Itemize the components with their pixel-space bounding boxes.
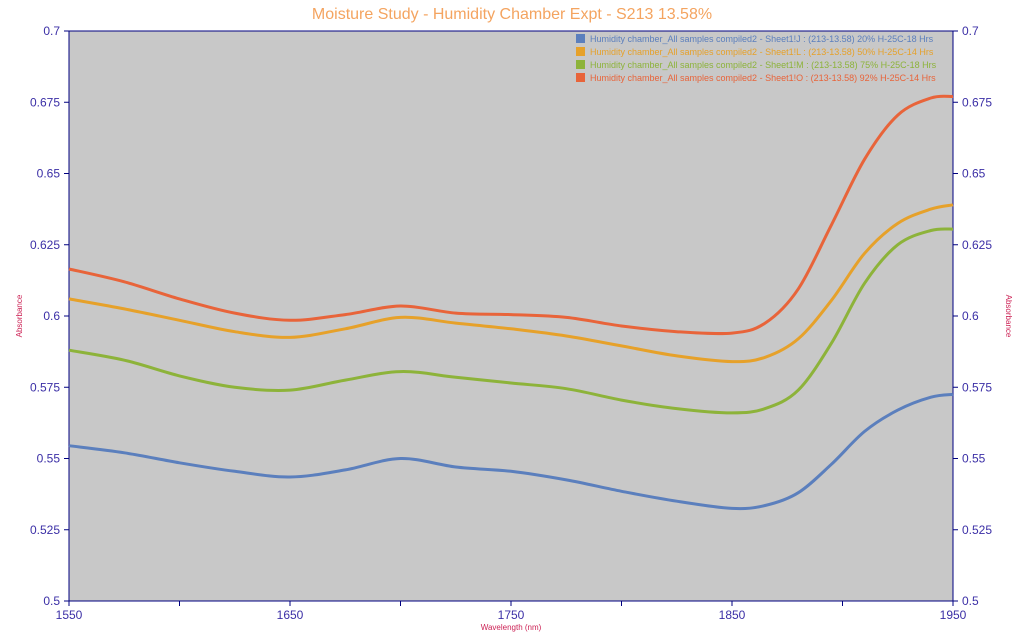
y-tick-label-left: 0.7	[43, 24, 60, 38]
axes-layer: 0.5 0.5 0.525 0.525 0.55 0.55 0.575 0.575 0.6 0.6…	[30, 24, 992, 622]
legend-label-3: Humidity chamber_All samples compiled2 -…	[590, 60, 937, 70]
y-tick-label-left: 0.65	[37, 167, 61, 181]
legend: Humidity chamber_All samples compiled2 -…	[576, 34, 937, 83]
y-axis-label-right: Absorbance	[1004, 295, 1013, 338]
series-line-2	[68, 203, 954, 364]
y-tick-label-left: 0.5	[43, 594, 60, 608]
y-tick-label-right: 0.5	[962, 594, 979, 608]
legend-swatch-4	[576, 73, 585, 82]
y-tick-label-right: 0.55	[962, 452, 986, 466]
y-axis-label-left: Absorbance	[15, 294, 24, 337]
x-tick-label: 1650	[277, 608, 304, 622]
legend-label-1: Humidity chamber_All samples compiled2 -…	[590, 34, 934, 44]
x-tick-label: 1850	[719, 608, 746, 622]
legend-label-4: Humidity chamber_All samples compiled2 -…	[590, 73, 936, 83]
legend-swatch-1	[576, 34, 585, 43]
y-tick-label-right: 0.65	[962, 167, 986, 181]
x-tick-label: 1550	[56, 608, 83, 622]
series-line-1	[68, 392, 954, 511]
legend-swatch-3	[576, 60, 585, 69]
legend-label-2: Humidity chamber_All samples compiled2 -…	[590, 47, 934, 57]
y-tick-label-left: 0.6	[43, 309, 60, 323]
x-tick-label: 1750	[498, 608, 525, 622]
chart-title: Moisture Study - Humidity Chamber Expt -…	[311, 6, 713, 23]
y-tick-label-left: 0.675	[30, 95, 60, 109]
series-layer	[68, 94, 954, 511]
legend-swatch-2	[576, 47, 585, 56]
y-tick-label-left: 0.625	[30, 238, 60, 252]
y-tick-label-right: 0.625	[962, 238, 992, 252]
y-tick-label-right: 0.525	[962, 523, 992, 537]
y-tick-label-left: 0.575	[30, 380, 60, 394]
x-tick-label: 1950	[940, 608, 967, 622]
y-tick-label-right: 0.575	[962, 380, 992, 394]
series-line-3	[68, 227, 954, 415]
y-tick-label-right: 0.675	[962, 95, 992, 109]
y-tick-label-right: 0.6	[962, 309, 979, 323]
y-tick-label-left: 0.55	[37, 452, 61, 466]
series-line-4	[68, 94, 954, 336]
y-tick-label-right: 0.7	[962, 24, 979, 38]
x-axis-label: Wavelength (nm)	[481, 623, 542, 632]
y-tick-label-left: 0.525	[30, 523, 60, 537]
